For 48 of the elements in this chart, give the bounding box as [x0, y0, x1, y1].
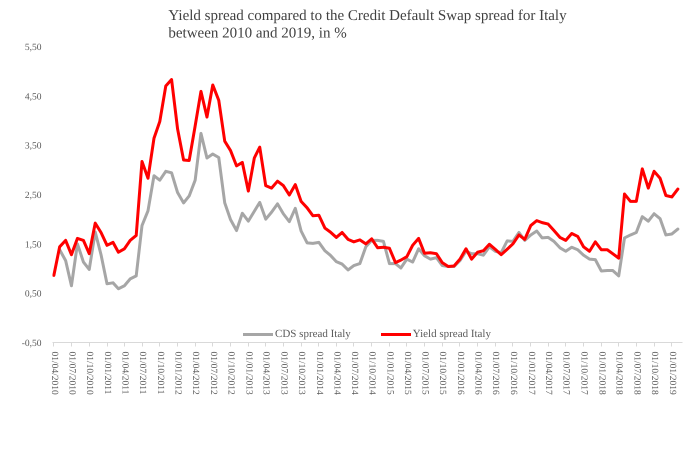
- y-tick-label: 1,50: [24, 240, 42, 250]
- legend-label: CDS spread Italy: [275, 328, 351, 340]
- x-tick-label: 01/07/2014: [348, 352, 359, 396]
- x-tick-label: 01/07/2016: [490, 352, 500, 396]
- x-tick-label: 01/07/2015: [419, 352, 430, 396]
- x-tick-label: 01/07/2010: [66, 352, 76, 396]
- line-series: [52, 78, 680, 277]
- chart-title: Yield spread compared to the Credit Default Swap spread for Italy between 2010 and 2019, in %: [168, 8, 568, 42]
- x-tick-label: 01/10/2018: [649, 352, 660, 396]
- x-tick-label: 01/10/2016: [508, 352, 518, 396]
- x-tick-label: 01/01/2019: [666, 352, 677, 396]
- x-tick-label: 01/04/2012: [190, 352, 200, 396]
- x-tick-label: 01/01/2016: [455, 352, 465, 396]
- x-tick-label: 01/10/2014: [366, 352, 377, 396]
- x-tick-label: 01/01/2017: [526, 352, 536, 396]
- x-tick-label: 01/01/2014: [314, 352, 324, 396]
- x-tick-label: 01/04/2016: [472, 352, 483, 396]
- x-tick-label: 01/10/2015: [437, 352, 448, 396]
- x-tick-label: 01/07/2017: [560, 352, 571, 396]
- x-tick-label: 01/10/2012: [226, 352, 236, 396]
- x-tick-label: 01/04/2013: [260, 352, 271, 396]
- y-tick-label: -0,50: [22, 339, 42, 349]
- x-tick-label: 01/01/2015: [384, 352, 394, 396]
- y-tick-label: 0,50: [24, 290, 42, 300]
- y-tick-label: 4,50: [24, 92, 42, 102]
- x-tick-label: 01/04/2015: [402, 352, 412, 396]
- x-tick-label: 01/10/2010: [84, 352, 94, 396]
- x-tick-label: 01/04/2018: [614, 352, 624, 396]
- y-tick-label: 2,50: [24, 191, 42, 201]
- x-tick-label: 01/10/2011: [154, 352, 165, 395]
- y-tick-label: 3,50: [24, 142, 42, 152]
- x-tick-label: 01/04/2014: [331, 352, 342, 396]
- x-tick-label: 01/01/2013: [243, 352, 254, 396]
- legend-label: Yield spread Italy: [412, 328, 491, 340]
- line-series: [58, 132, 680, 290]
- x-tick-label: 01/07/2018: [631, 352, 642, 396]
- x-tick-label: 01/07/2011: [137, 352, 148, 395]
- x-tick-label: 01/01/2018: [596, 352, 606, 396]
- x-tick-label: 01/07/2012: [208, 352, 218, 396]
- x-tick-label: 01/04/2011: [119, 352, 130, 395]
- x-tick-label: 01/10/2013: [296, 352, 306, 396]
- x-tick-label: 01/04/2017: [543, 352, 554, 396]
- y-tick-label: 5,50: [24, 43, 42, 53]
- x-tick-label: 01/01/2012: [172, 352, 183, 396]
- x-tick-label: 01/07/2013: [278, 352, 288, 396]
- x-tick-label: 01/10/2017: [578, 352, 589, 396]
- x-tick-label: 01/04/2010: [48, 352, 59, 396]
- x-tick-label: 01/01/2011: [102, 352, 112, 395]
